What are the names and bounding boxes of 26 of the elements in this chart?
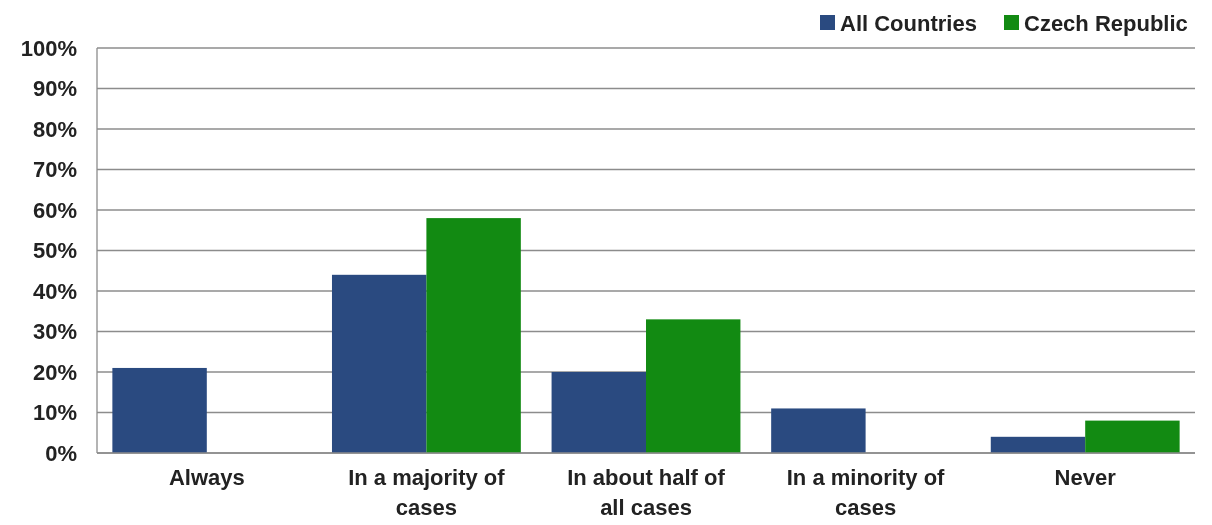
- legend-label: Czech Republic: [1024, 10, 1188, 36]
- bar: [331, 274, 427, 453]
- y-tick-label: 50%: [32, 238, 77, 264]
- x-tick-label: In about half of all cases: [567, 465, 726, 520]
- y-tick-label: 40%: [32, 278, 77, 304]
- x-tick-label: Always: [168, 465, 245, 490]
- bar: [646, 319, 741, 453]
- bar: [551, 372, 646, 453]
- bar: [112, 367, 207, 453]
- x-tick-label: In a majority of cases: [348, 465, 506, 520]
- y-tick-label: 30%: [32, 319, 77, 345]
- y-tick-label: 0%: [45, 440, 77, 466]
- legend-label: All Countries: [840, 10, 977, 36]
- y-tick-label: 80%: [32, 116, 77, 142]
- bar: [426, 218, 521, 453]
- y-tick-label: 60%: [32, 197, 77, 223]
- x-tick-label: In a minority of cases: [786, 465, 946, 520]
- bar: [990, 436, 1086, 453]
- bar: [771, 408, 866, 453]
- y-tick-label: 10%: [32, 400, 77, 426]
- y-tick-label: 100%: [20, 35, 77, 61]
- bar: [1085, 420, 1180, 453]
- y-tick-label: 70%: [32, 157, 77, 183]
- x-tick-label: Never: [1054, 465, 1117, 490]
- y-tick-label: 90%: [32, 76, 77, 102]
- y-tick-label: 20%: [32, 359, 77, 385]
